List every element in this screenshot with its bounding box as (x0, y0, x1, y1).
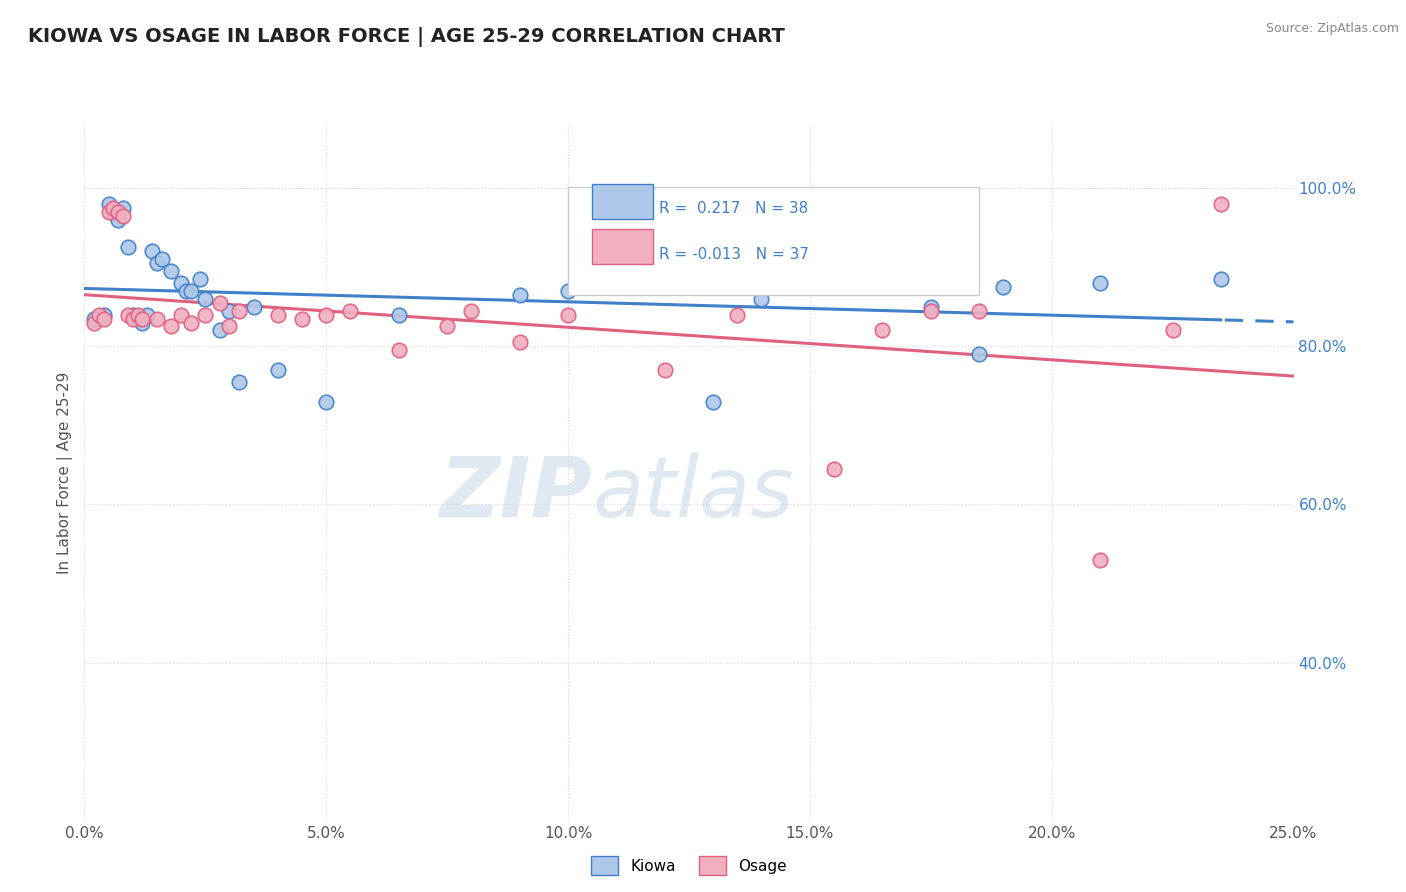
Point (339, 303, 361, 318)
Point (1161, 323, 1184, 337)
Point (112, 209, 135, 223)
Text: Source: ZipAtlas.com: Source: ZipAtlas.com (1265, 22, 1399, 36)
Point (725, 308, 748, 322)
Point (103, 205, 125, 219)
Point (228, 375, 250, 389)
Point (83, 316, 105, 330)
Point (117, 240, 139, 254)
Point (121, 308, 143, 322)
Point (146, 256, 169, 270)
Legend: Kiowa, Osage: Kiowa, Osage (583, 848, 794, 882)
Point (509, 335, 531, 350)
Point (97, 205, 120, 219)
Text: R =  0.217   N = 38: R = 0.217 N = 38 (659, 202, 808, 217)
Point (702, 394, 724, 409)
FancyBboxPatch shape (592, 184, 652, 219)
Point (920, 300, 942, 314)
Point (315, 308, 337, 322)
Point (1209, 272, 1232, 286)
Point (388, 343, 411, 358)
Point (160, 319, 183, 334)
Point (87, 308, 110, 322)
Point (872, 323, 894, 337)
Point (170, 276, 193, 290)
Point (315, 394, 337, 409)
Point (218, 303, 240, 318)
Point (291, 311, 314, 326)
Point (150, 252, 173, 267)
Point (131, 311, 153, 326)
Point (654, 363, 676, 377)
Point (242, 300, 264, 314)
Point (557, 284, 579, 298)
Text: R = -0.013   N = 37: R = -0.013 N = 37 (659, 247, 808, 261)
Point (107, 205, 129, 219)
Point (146, 311, 169, 326)
Point (83, 311, 105, 326)
Point (208, 323, 231, 337)
Point (823, 276, 845, 290)
Point (967, 347, 990, 361)
Point (117, 308, 139, 322)
Point (107, 212, 129, 227)
Point (127, 311, 149, 326)
Point (993, 280, 1015, 294)
Point (1209, 197, 1232, 211)
Point (93, 311, 115, 326)
Point (160, 264, 183, 278)
Point (920, 303, 942, 318)
Point (97, 197, 120, 211)
Point (180, 316, 202, 330)
Point (967, 303, 990, 318)
Point (180, 284, 202, 298)
Point (127, 308, 149, 322)
Point (174, 284, 197, 298)
Point (112, 201, 135, 215)
Point (267, 308, 290, 322)
Point (823, 462, 845, 476)
Point (121, 311, 143, 326)
Point (194, 292, 217, 306)
Point (630, 280, 652, 294)
Point (751, 292, 773, 306)
Point (131, 316, 153, 330)
FancyBboxPatch shape (592, 229, 652, 264)
FancyBboxPatch shape (568, 187, 979, 295)
Point (436, 319, 458, 334)
Point (1088, 276, 1111, 290)
Point (194, 308, 217, 322)
Point (509, 288, 531, 302)
Point (218, 319, 240, 334)
Point (557, 308, 579, 322)
Y-axis label: In Labor Force | Age 25-29: In Labor Force | Age 25-29 (58, 372, 73, 574)
Point (460, 303, 482, 318)
Text: KIOWA VS OSAGE IN LABOR FORCE | AGE 25-29 CORRELATION CHART: KIOWA VS OSAGE IN LABOR FORCE | AGE 25-2… (28, 27, 785, 46)
Text: atlas: atlas (592, 453, 794, 534)
Text: ZIP: ZIP (440, 453, 592, 534)
Point (190, 272, 212, 286)
Point (136, 308, 159, 322)
Point (141, 244, 163, 259)
Point (170, 308, 193, 322)
Point (208, 295, 231, 310)
Point (267, 363, 290, 377)
Point (93, 308, 115, 322)
Point (228, 303, 250, 318)
Point (388, 308, 411, 322)
Point (103, 201, 125, 215)
Point (1088, 552, 1111, 567)
